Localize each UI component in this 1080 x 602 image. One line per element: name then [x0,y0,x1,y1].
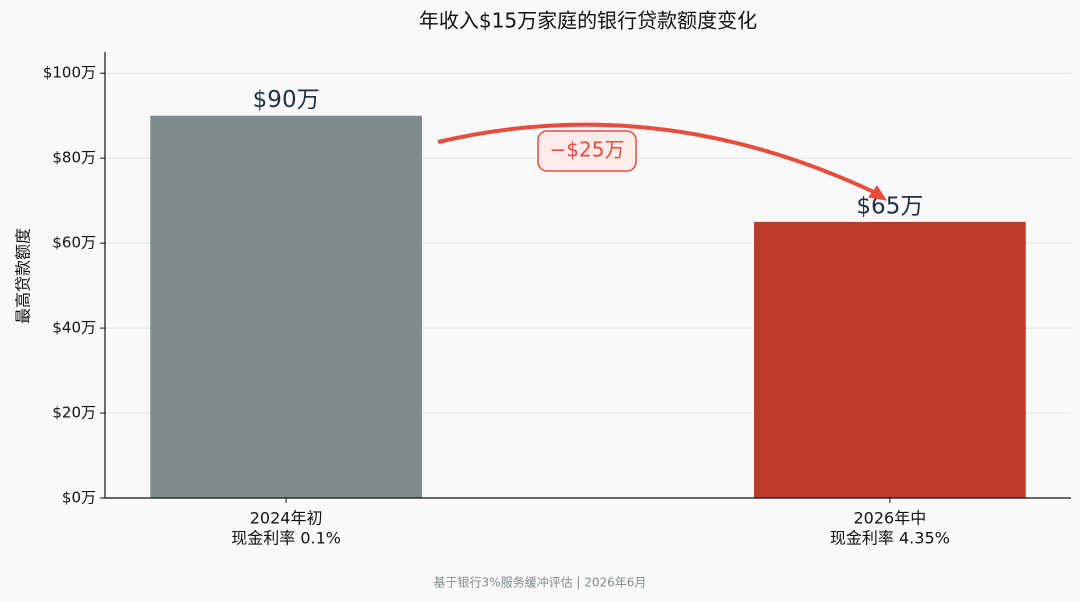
value-label: $90万 [253,87,320,113]
bar [754,221,1026,498]
y-tick-label: $80万 [52,149,96,167]
y-tick-label: $40万 [52,319,96,337]
y-tick-label: $100万 [43,64,96,82]
annotation-box [537,130,637,172]
x-tick-label: 现金利率 4.35% [830,529,950,548]
footnote: 基于银行3%服务缓冲评估 | 2026年6月 [434,575,647,590]
annotation-arrow [437,122,879,196]
arrow-head [868,185,888,201]
y-tick-label: $60万 [52,234,96,252]
bar [150,115,422,498]
value-label: $65万 [856,193,923,219]
chart-title: 年收入$15万家庭的银行贷款额度变化 [419,9,757,33]
y-axis-label: 最高贷款额度 [14,228,33,324]
x-tick-label: 2026年中 [854,509,927,528]
annotation-text: −$25万 [550,138,625,162]
x-tick-label: 2024年初 [250,509,323,528]
y-tick-label: $20万 [52,404,96,422]
y-tick-label: $0万 [62,489,96,507]
x-tick-label: 现金利率 0.1% [231,529,341,548]
